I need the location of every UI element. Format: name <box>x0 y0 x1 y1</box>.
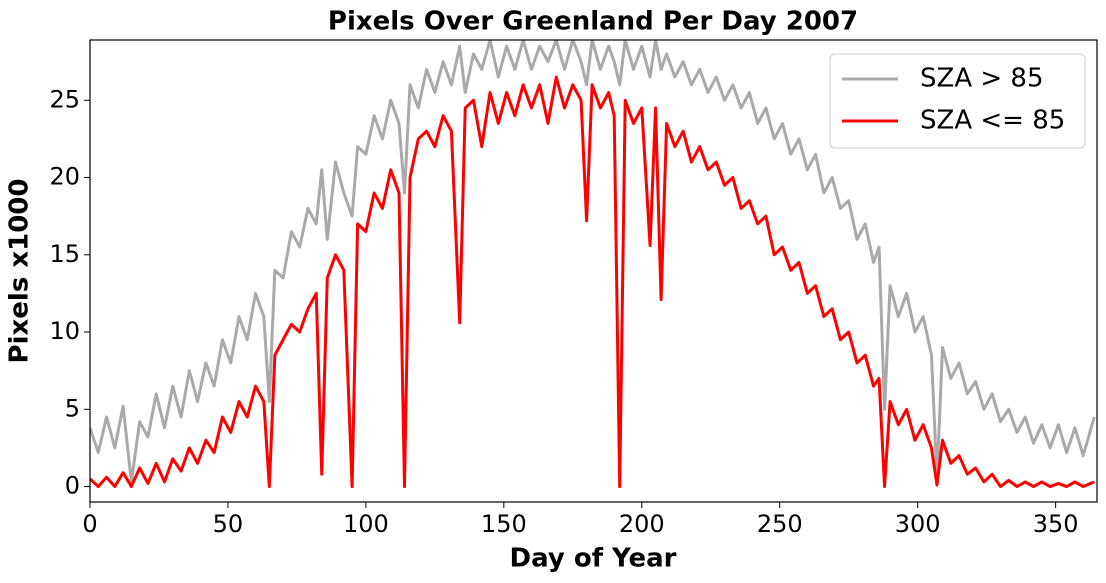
y-axis-label: Pixels x1000 <box>5 179 35 364</box>
y-tick-label: 5 <box>65 394 80 422</box>
series-line <box>90 40 1096 484</box>
x-axis-label: Day of Year <box>510 544 677 574</box>
y-tick-label: 20 <box>49 163 80 191</box>
x-tick-label: 150 <box>481 510 527 538</box>
y-tick-label: 15 <box>49 240 80 268</box>
x-tick-label: 300 <box>895 510 941 538</box>
plot-frame <box>89 39 1098 503</box>
x-tick-label: 350 <box>1033 510 1079 538</box>
x-tick-label: 0 <box>82 510 97 538</box>
legend-label: SZA > 85 <box>920 64 1044 94</box>
chart-title: Pixels Over Greenland Per Day 2007 <box>328 7 858 37</box>
y-tick-label: 25 <box>49 85 80 113</box>
plot-area <box>90 40 1096 489</box>
x-tick-label: 200 <box>619 510 665 538</box>
series-line <box>90 75 1095 489</box>
x-tick-label: 250 <box>757 510 803 538</box>
y-tick-label: 10 <box>49 317 80 345</box>
y-tick-label: 0 <box>65 472 80 500</box>
x-tick-label: 100 <box>343 510 389 538</box>
x-tick-label: 50 <box>213 510 244 538</box>
legend-label: SZA <= 85 <box>920 106 1065 136</box>
